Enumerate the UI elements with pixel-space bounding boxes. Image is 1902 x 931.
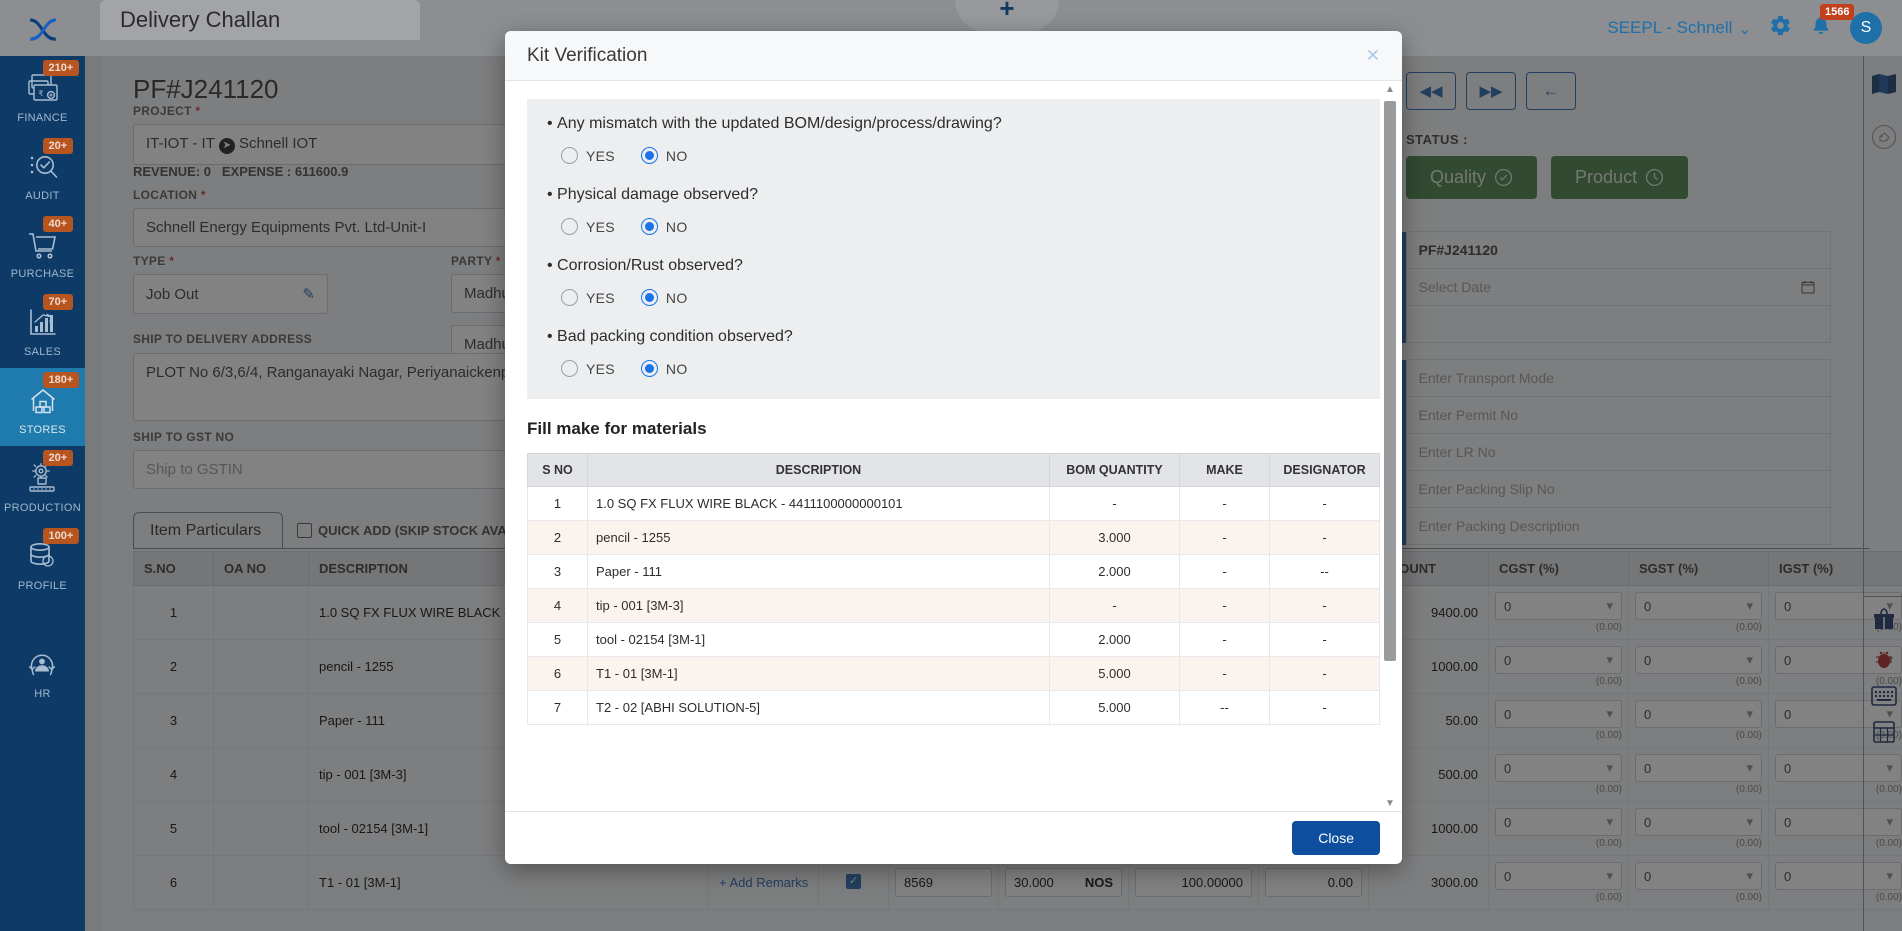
svg-text:₹: ₹ (38, 89, 43, 98)
